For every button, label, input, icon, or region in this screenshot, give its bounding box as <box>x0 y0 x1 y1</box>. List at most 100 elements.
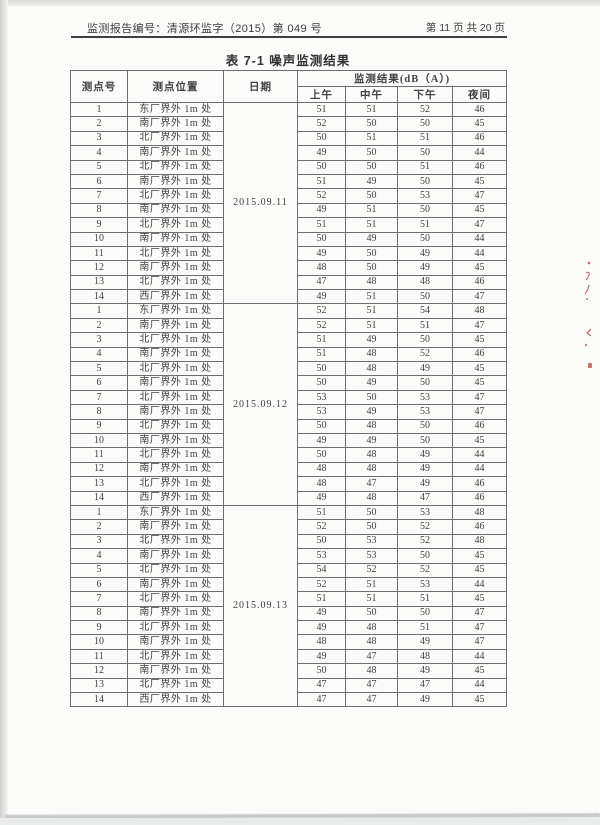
value-morning-cell: 49 <box>297 605 346 622</box>
point-no-cell: 13 <box>70 476 128 492</box>
location-cell: 南厂界外 1m 处 <box>127 576 224 593</box>
value-afternoon-cell: 49 <box>397 447 453 463</box>
value-afternoon-cell: 49 <box>397 692 453 708</box>
stray-pen-marks <box>584 261 592 368</box>
value-morning-cell: 50 <box>297 418 346 434</box>
location-cell: 东厂界外 1m 处 <box>127 303 224 319</box>
value-night-cell: 46 <box>451 159 508 175</box>
location-cell: 南厂界外 1m 处 <box>127 202 224 219</box>
value-morning-cell: 50 <box>297 533 346 550</box>
point-no-cell: 4 <box>70 145 128 161</box>
point-no-cell: 2 <box>70 519 128 535</box>
value-afternoon-cell: 52 <box>397 562 453 578</box>
value-night-cell: 44 <box>451 245 508 262</box>
table-row: 1 东厂界外 1m 处 2015.09.11 51 51 52 46 <box>70 101 508 305</box>
value-morning-cell: 48 <box>297 476 346 492</box>
column-header-morning: 上午 <box>297 86 346 103</box>
value-noon-cell: 48 <box>345 663 398 679</box>
table-row: 8 南厂界外 1m 处 53 49 53 47 <box>70 404 508 420</box>
column-header-date: 日期 <box>223 70 298 103</box>
value-afternoon-cell: 52 <box>397 346 453 363</box>
value-afternoon-cell: 53 <box>397 389 453 406</box>
value-noon-cell: 47 <box>345 648 398 665</box>
value-night-cell: 45 <box>451 548 508 564</box>
value-morning-cell: 51 <box>297 173 346 190</box>
value-night-cell: 48 <box>451 533 508 550</box>
value-morning-cell: 50 <box>297 130 346 147</box>
value-morning-cell: 51 <box>297 101 346 118</box>
value-noon-cell: 50 <box>345 504 398 521</box>
point-no-cell: 8 <box>70 404 128 420</box>
point-no-cell: 1 <box>70 303 128 319</box>
point-no-cell: 12 <box>70 663 128 679</box>
value-afternoon-cell: 50 <box>397 418 453 434</box>
value-noon-cell: 48 <box>345 346 398 363</box>
location-cell: 北厂界外 1m 处 <box>127 130 224 147</box>
value-morning-cell: 48 <box>297 260 346 276</box>
location-cell: 北厂界外 1m 处 <box>127 447 224 463</box>
value-noon-cell: 48 <box>345 461 398 478</box>
value-noon-cell: 50 <box>345 245 398 262</box>
table-row: 14 西厂界外 1m 处 49 51 50 47 <box>70 289 508 305</box>
value-noon-cell: 47 <box>345 476 398 492</box>
value-afternoon-cell: 51 <box>397 591 453 607</box>
value-noon-cell: 48 <box>345 418 398 434</box>
point-no-cell: 3 <box>70 332 128 348</box>
value-morning-cell: 52 <box>297 188 346 204</box>
point-no-cell: 9 <box>70 620 128 636</box>
value-noon-cell: 50 <box>345 260 398 276</box>
table-row: 6 南厂界外 1m 处 51 49 50 45 <box>70 173 508 190</box>
location-cell: 北厂界外 1m 处 <box>127 159 224 175</box>
value-noon-cell: 48 <box>345 634 398 650</box>
value-night-cell: 44 <box>451 648 508 665</box>
value-noon-cell: 48 <box>345 361 398 377</box>
value-afternoon-cell: 48 <box>397 274 453 291</box>
value-morning-cell: 52 <box>297 303 346 319</box>
value-night-cell: 46 <box>451 418 508 434</box>
point-no-cell: 2 <box>70 116 128 132</box>
value-morning-cell: 53 <box>297 548 346 564</box>
value-night-cell: 46 <box>451 490 508 506</box>
value-night-cell: 44 <box>451 677 508 694</box>
value-noon-cell: 47 <box>345 677 398 694</box>
value-noon-cell: 50 <box>345 145 398 161</box>
point-no-cell: 6 <box>70 173 128 190</box>
value-noon-cell: 51 <box>345 317 398 334</box>
location-cell: 南厂界外 1m 处 <box>127 605 224 622</box>
table-row: 13 北厂界外 1m 处 48 47 49 46 <box>70 476 508 492</box>
value-noon-cell: 48 <box>345 447 398 463</box>
value-noon-cell: 47 <box>345 692 398 708</box>
point-no-cell: 14 <box>70 692 128 708</box>
point-no-cell: 4 <box>70 548 128 564</box>
point-no-cell: 14 <box>70 289 128 305</box>
location-cell: 南厂界外 1m 处 <box>127 432 224 449</box>
table-row: 8 南厂界外 1m 处 49 50 50 47 <box>70 605 508 622</box>
point-no-cell: 6 <box>70 576 128 593</box>
point-no-cell: 11 <box>70 648 128 665</box>
value-afternoon-cell: 50 <box>397 289 453 305</box>
value-noon-cell: 51 <box>345 217 398 233</box>
table-title: 表 7-1 噪声监测结果 <box>225 54 351 68</box>
table-row: 11 北厂界外 1m 处 49 47 48 44 <box>70 648 508 665</box>
point-no-cell: 7 <box>70 389 128 406</box>
location-cell: 南厂界外 1m 处 <box>127 116 224 132</box>
value-night-cell: 45 <box>451 591 508 607</box>
table-header-row-2: 上午 中午 下午 夜间 <box>71 86 508 103</box>
value-noon-cell: 49 <box>345 432 398 449</box>
value-afternoon-cell: 49 <box>397 634 453 650</box>
table-row: 7 北厂界外 1m 处 53 50 53 47 <box>70 389 508 406</box>
value-afternoon-cell: 49 <box>397 361 453 377</box>
value-noon-cell: 50 <box>345 116 398 132</box>
value-morning-cell: 47 <box>297 677 346 694</box>
table-row: 6 南厂界外 1m 处 52 51 53 44 <box>70 576 508 593</box>
value-noon-cell: 48 <box>345 274 398 291</box>
value-night-cell: 44 <box>451 145 508 161</box>
value-noon-cell: 53 <box>345 548 398 564</box>
point-no-cell: 3 <box>70 533 128 550</box>
point-no-cell: 8 <box>70 202 128 219</box>
value-afternoon-cell: 50 <box>397 116 453 132</box>
value-night-cell: 47 <box>451 605 508 622</box>
table-row: 7 北厂界外 1m 处 51 51 51 45 <box>70 591 508 607</box>
value-night-cell: 47 <box>451 634 508 650</box>
